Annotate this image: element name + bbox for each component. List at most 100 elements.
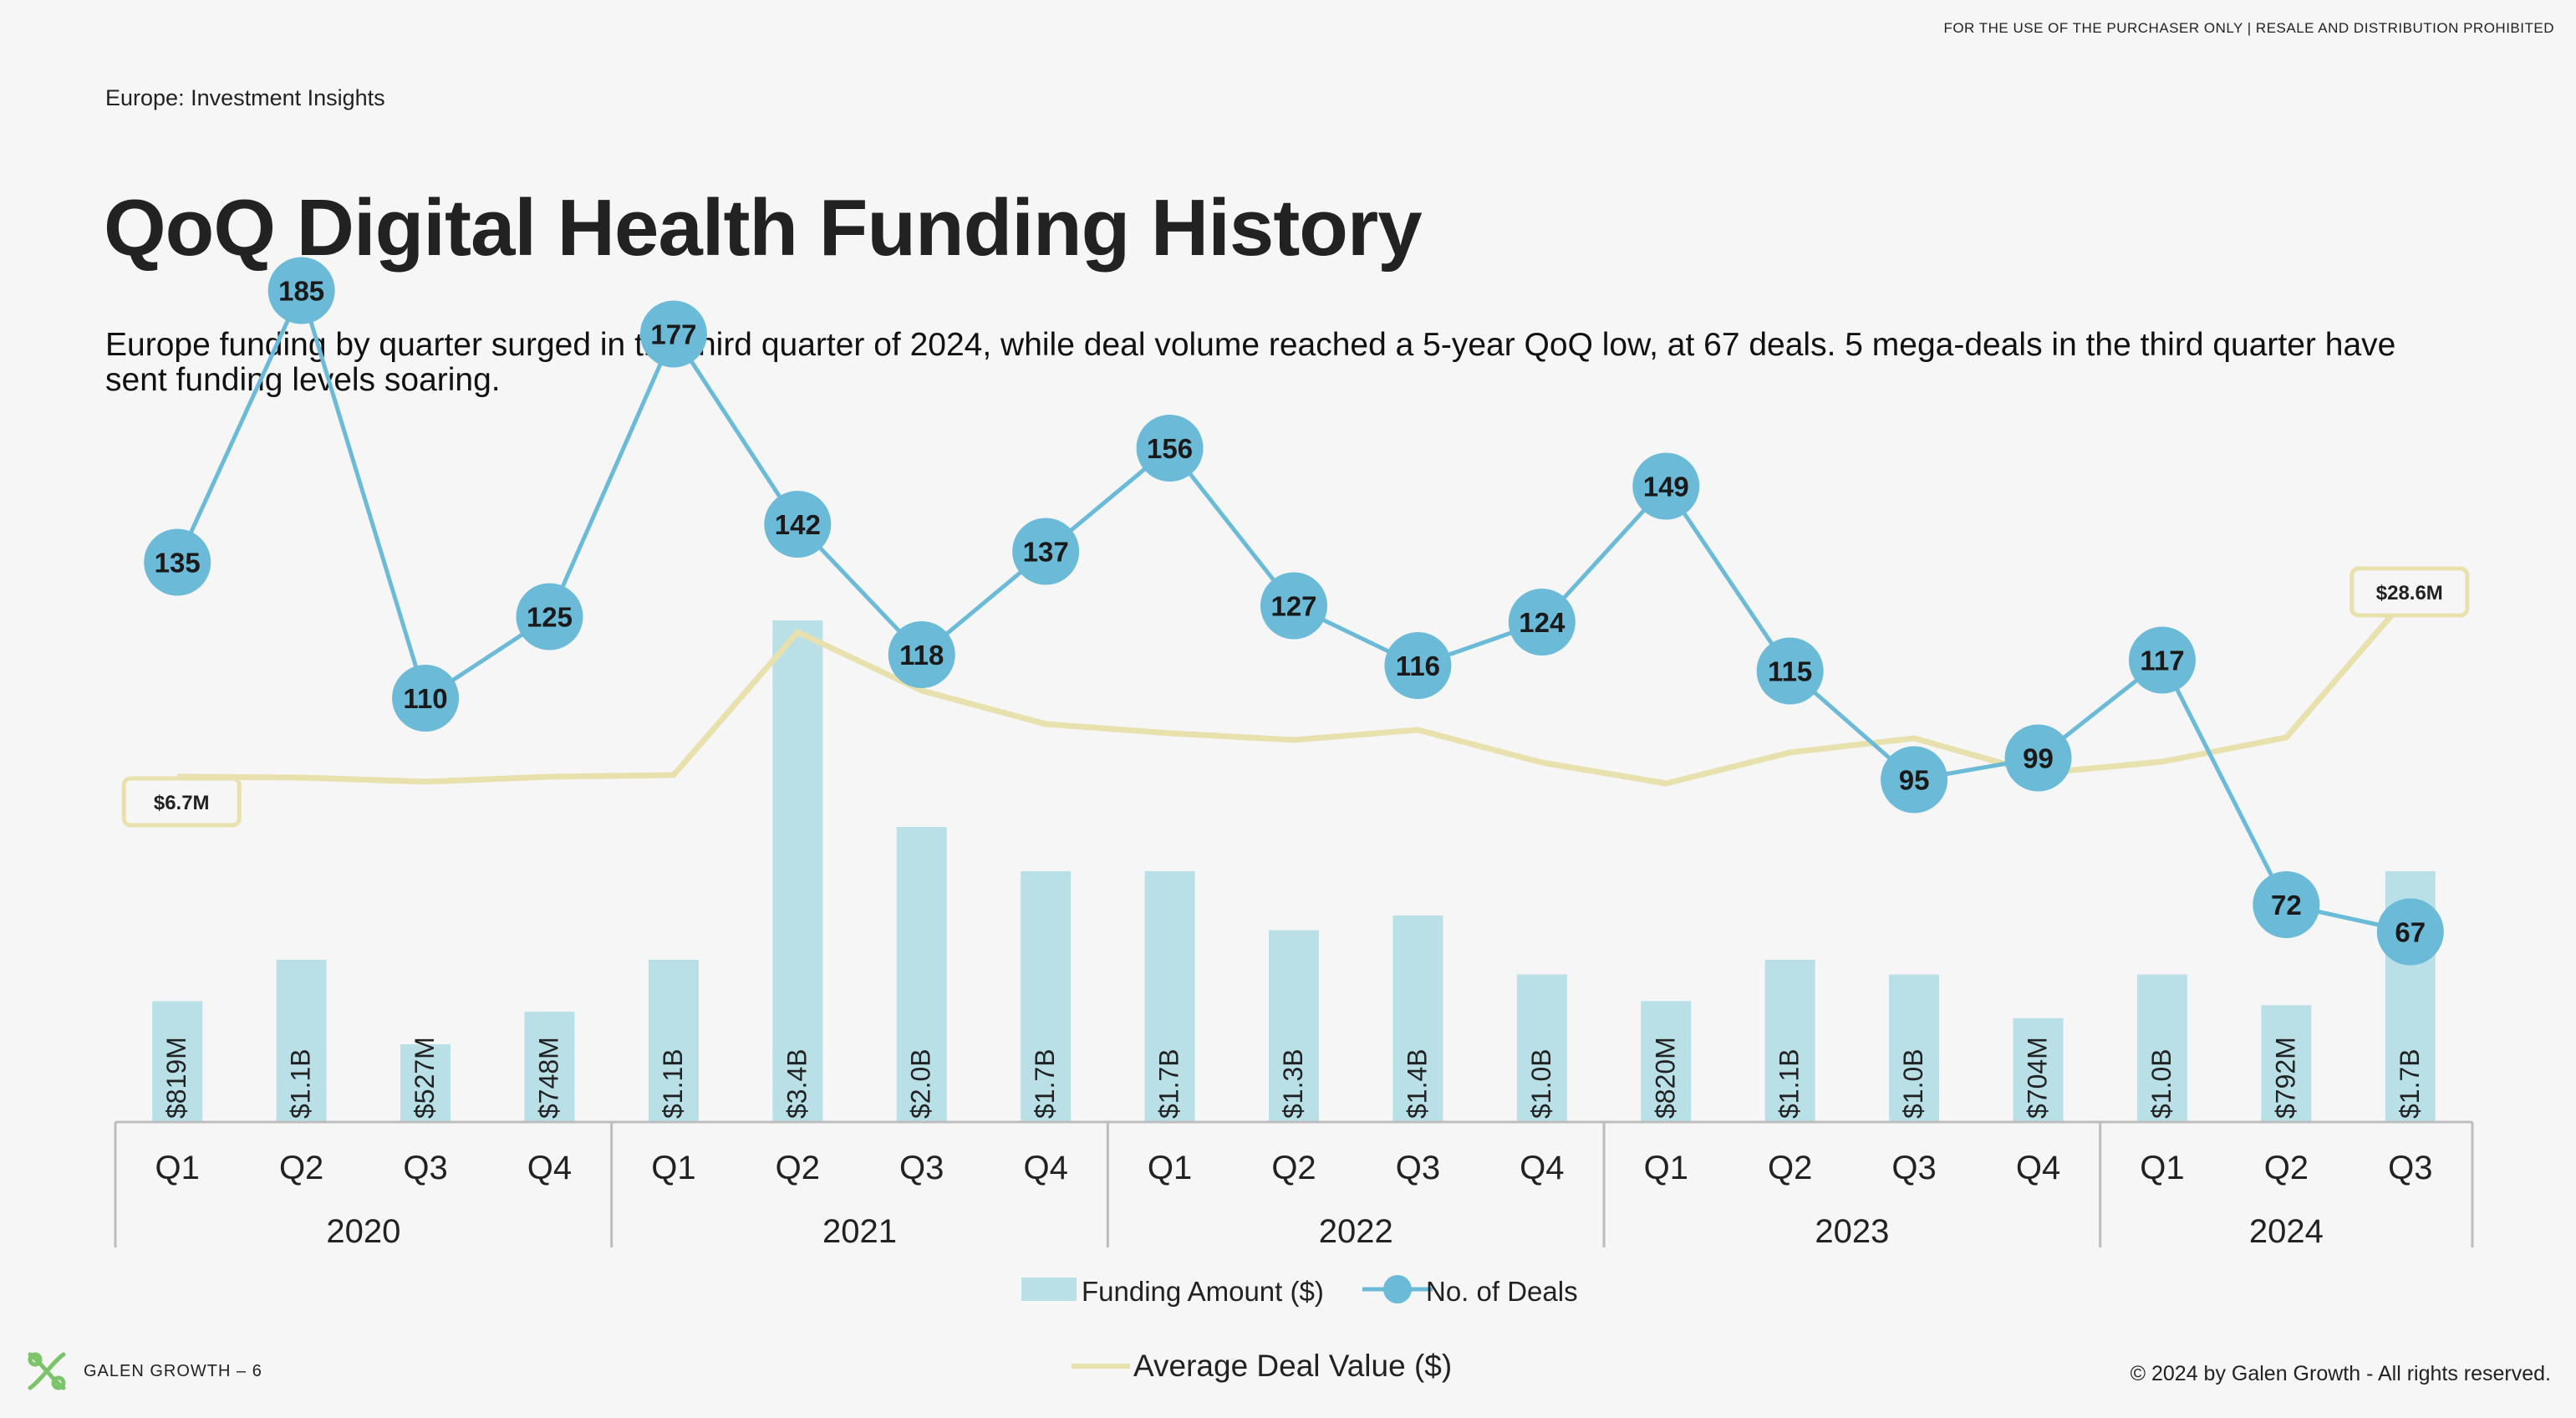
callout-box <box>2349 566 2470 618</box>
deals-point: 185 <box>267 257 335 324</box>
deals-label: 185 <box>278 276 324 307</box>
funding-bar-label: $2.0B <box>906 1048 936 1119</box>
deals-marker <box>1881 746 1948 814</box>
deals-label: 67 <box>2395 917 2426 948</box>
funding-bar <box>276 959 327 1122</box>
funding-bar-label: $1.0B <box>2146 1048 2176 1119</box>
legend-label: No. of Deals <box>1426 1276 1578 1307</box>
deals-label: 125 <box>527 602 573 633</box>
brand-label: GALEN GROWTH – 6 <box>84 1361 262 1380</box>
legend-item-average: Average Deal Value ($) <box>1072 1349 1452 1383</box>
funding-bars: $819M $1.1B $527M $748M $1.1B $3.4B $2.0B $1.7B… <box>152 620 2436 1122</box>
deals-label: 72 <box>2271 890 2302 921</box>
legend-item-deals: No. of Deals <box>1362 1275 1578 1307</box>
deals-marker <box>392 665 460 732</box>
deals-marker <box>2128 626 2196 694</box>
x-tick-label: Q4 <box>1520 1150 1564 1186</box>
callout-label: $6.7M <box>154 792 210 814</box>
funding-bar <box>2013 1018 2064 1122</box>
deals-marker <box>516 583 583 650</box>
deals-point: 124 <box>1508 589 1576 655</box>
deals-point: 99 <box>2004 724 2072 792</box>
callout-box <box>121 776 242 828</box>
average-deal-value-callout: $28.6M <box>2349 566 2470 618</box>
deals-point: 115 <box>1756 637 1824 705</box>
funding-bar <box>1021 871 1072 1122</box>
deals-label: 137 <box>1023 537 1069 568</box>
deals-marker <box>764 491 832 558</box>
deals-label: 142 <box>775 509 821 540</box>
legend-label: Funding Amount ($) <box>1082 1276 1324 1307</box>
deals-marker <box>1260 572 1327 640</box>
deals-label: 127 <box>1270 591 1316 622</box>
funding-bar-label: $1.1B <box>286 1048 316 1119</box>
deals-point: 149 <box>1632 452 1700 520</box>
funding-bar <box>1144 871 1195 1122</box>
legend-item-funding: Funding Amount ($) <box>1021 1276 1324 1307</box>
x-tick-label: Q3 <box>899 1150 944 1186</box>
x-tick-label: Q3 <box>1891 1150 1936 1186</box>
x-tick-label: Q4 <box>527 1150 572 1186</box>
funding-bar-label: $1.0B <box>1526 1048 1556 1119</box>
x-tick-label: Q2 <box>1271 1150 1316 1186</box>
funding-bar-label: $748M <box>533 1037 563 1119</box>
deals-point: 118 <box>888 621 955 688</box>
x-tick-label: Q4 <box>1023 1150 1067 1186</box>
x-group-label: 2022 <box>1319 1213 1393 1250</box>
funding-bar-label: $792M <box>2270 1037 2300 1119</box>
deals-label: 135 <box>155 548 201 579</box>
funding-bar <box>1516 974 1567 1122</box>
x-tick-label: Q1 <box>1148 1150 1192 1186</box>
funding-bar-label: $1.7B <box>1030 1048 1060 1119</box>
deals-marker <box>1756 637 1824 705</box>
funding-bar <box>2136 974 2187 1122</box>
deals-marker <box>2253 871 2320 938</box>
copyright: © 2024 by Galen Growth - All rights rese… <box>2130 1362 2551 1385</box>
x-tick-label: Q1 <box>2140 1150 2184 1186</box>
deals-markers: 135 185 110 125 177 142 118 137 156 127 116 124 149 1… <box>144 257 2444 966</box>
average-deal-value-callout: $6.7M <box>121 776 242 828</box>
funding-bar <box>1269 930 1319 1122</box>
deals-point: 125 <box>516 583 583 650</box>
deals-label: 99 <box>2023 743 2054 774</box>
x-tick-label: Q2 <box>279 1150 323 1186</box>
x-axis: Q1 Q2 Q3 Q4 Q1 Q2 Q3 Q4 Q1 Q2 Q3 Q4 Q1 Q2 Q3 Q4 Q1 Q2 Q320… <box>114 1120 2474 1250</box>
funding-bar-label: $527M <box>410 1037 440 1119</box>
deals-marker <box>888 621 955 688</box>
x-tick-label: Q2 <box>2264 1150 2309 1186</box>
deals-label: 149 <box>1643 472 1689 502</box>
deals-label: 115 <box>1768 656 1812 687</box>
funding-bar-label: $1.0B <box>1898 1048 1928 1119</box>
funding-bar-label: $1.4B <box>1402 1048 1432 1119</box>
funding-bar <box>1392 915 1443 1122</box>
funding-bar-label: $3.4B <box>781 1048 812 1119</box>
x-tick-label: Q3 <box>2388 1150 2432 1186</box>
callout-label: $28.6M <box>2376 582 2443 604</box>
legend: Funding Amount ($) No. of Deals Average De… <box>1021 1275 1578 1383</box>
funding-bar-label: $1.7B <box>2395 1048 2425 1119</box>
deals-point: 135 <box>144 528 211 596</box>
page-title: QoQ Digital Health Funding History <box>104 183 1423 273</box>
x-group-label: 2020 <box>326 1213 400 1250</box>
deals-marker <box>639 300 707 368</box>
deals-marker <box>1136 415 1204 482</box>
x-tick-label: Q4 <box>2016 1150 2060 1186</box>
page-subtitle: Europe funding by quarter surged in the … <box>105 327 2396 398</box>
x-tick-label: Q3 <box>403 1150 447 1186</box>
funding-bar <box>772 620 823 1122</box>
section-label: Europe: Investment Insights <box>105 85 385 110</box>
deals-point: 95 <box>1881 746 1948 814</box>
deals-label: 118 <box>899 640 944 671</box>
deals-marker <box>2376 898 2444 966</box>
deals-label: 117 <box>2140 645 2184 676</box>
x-group-label: 2023 <box>1815 1213 1889 1250</box>
deals-point: 127 <box>1260 572 1327 640</box>
funding-bar-label: $819M <box>161 1037 191 1119</box>
funding-bar <box>152 1001 203 1122</box>
funding-bar <box>2261 1005 2312 1122</box>
deals-label: 177 <box>650 319 696 350</box>
x-group-label: 2024 <box>2249 1213 2324 1250</box>
disclaimer: FOR THE USE OF THE PURCHASER ONLY | RESA… <box>1943 20 2554 36</box>
funding-bar-label: $1.7B <box>1154 1048 1184 1119</box>
legend-swatch-marker <box>1383 1275 1412 1303</box>
